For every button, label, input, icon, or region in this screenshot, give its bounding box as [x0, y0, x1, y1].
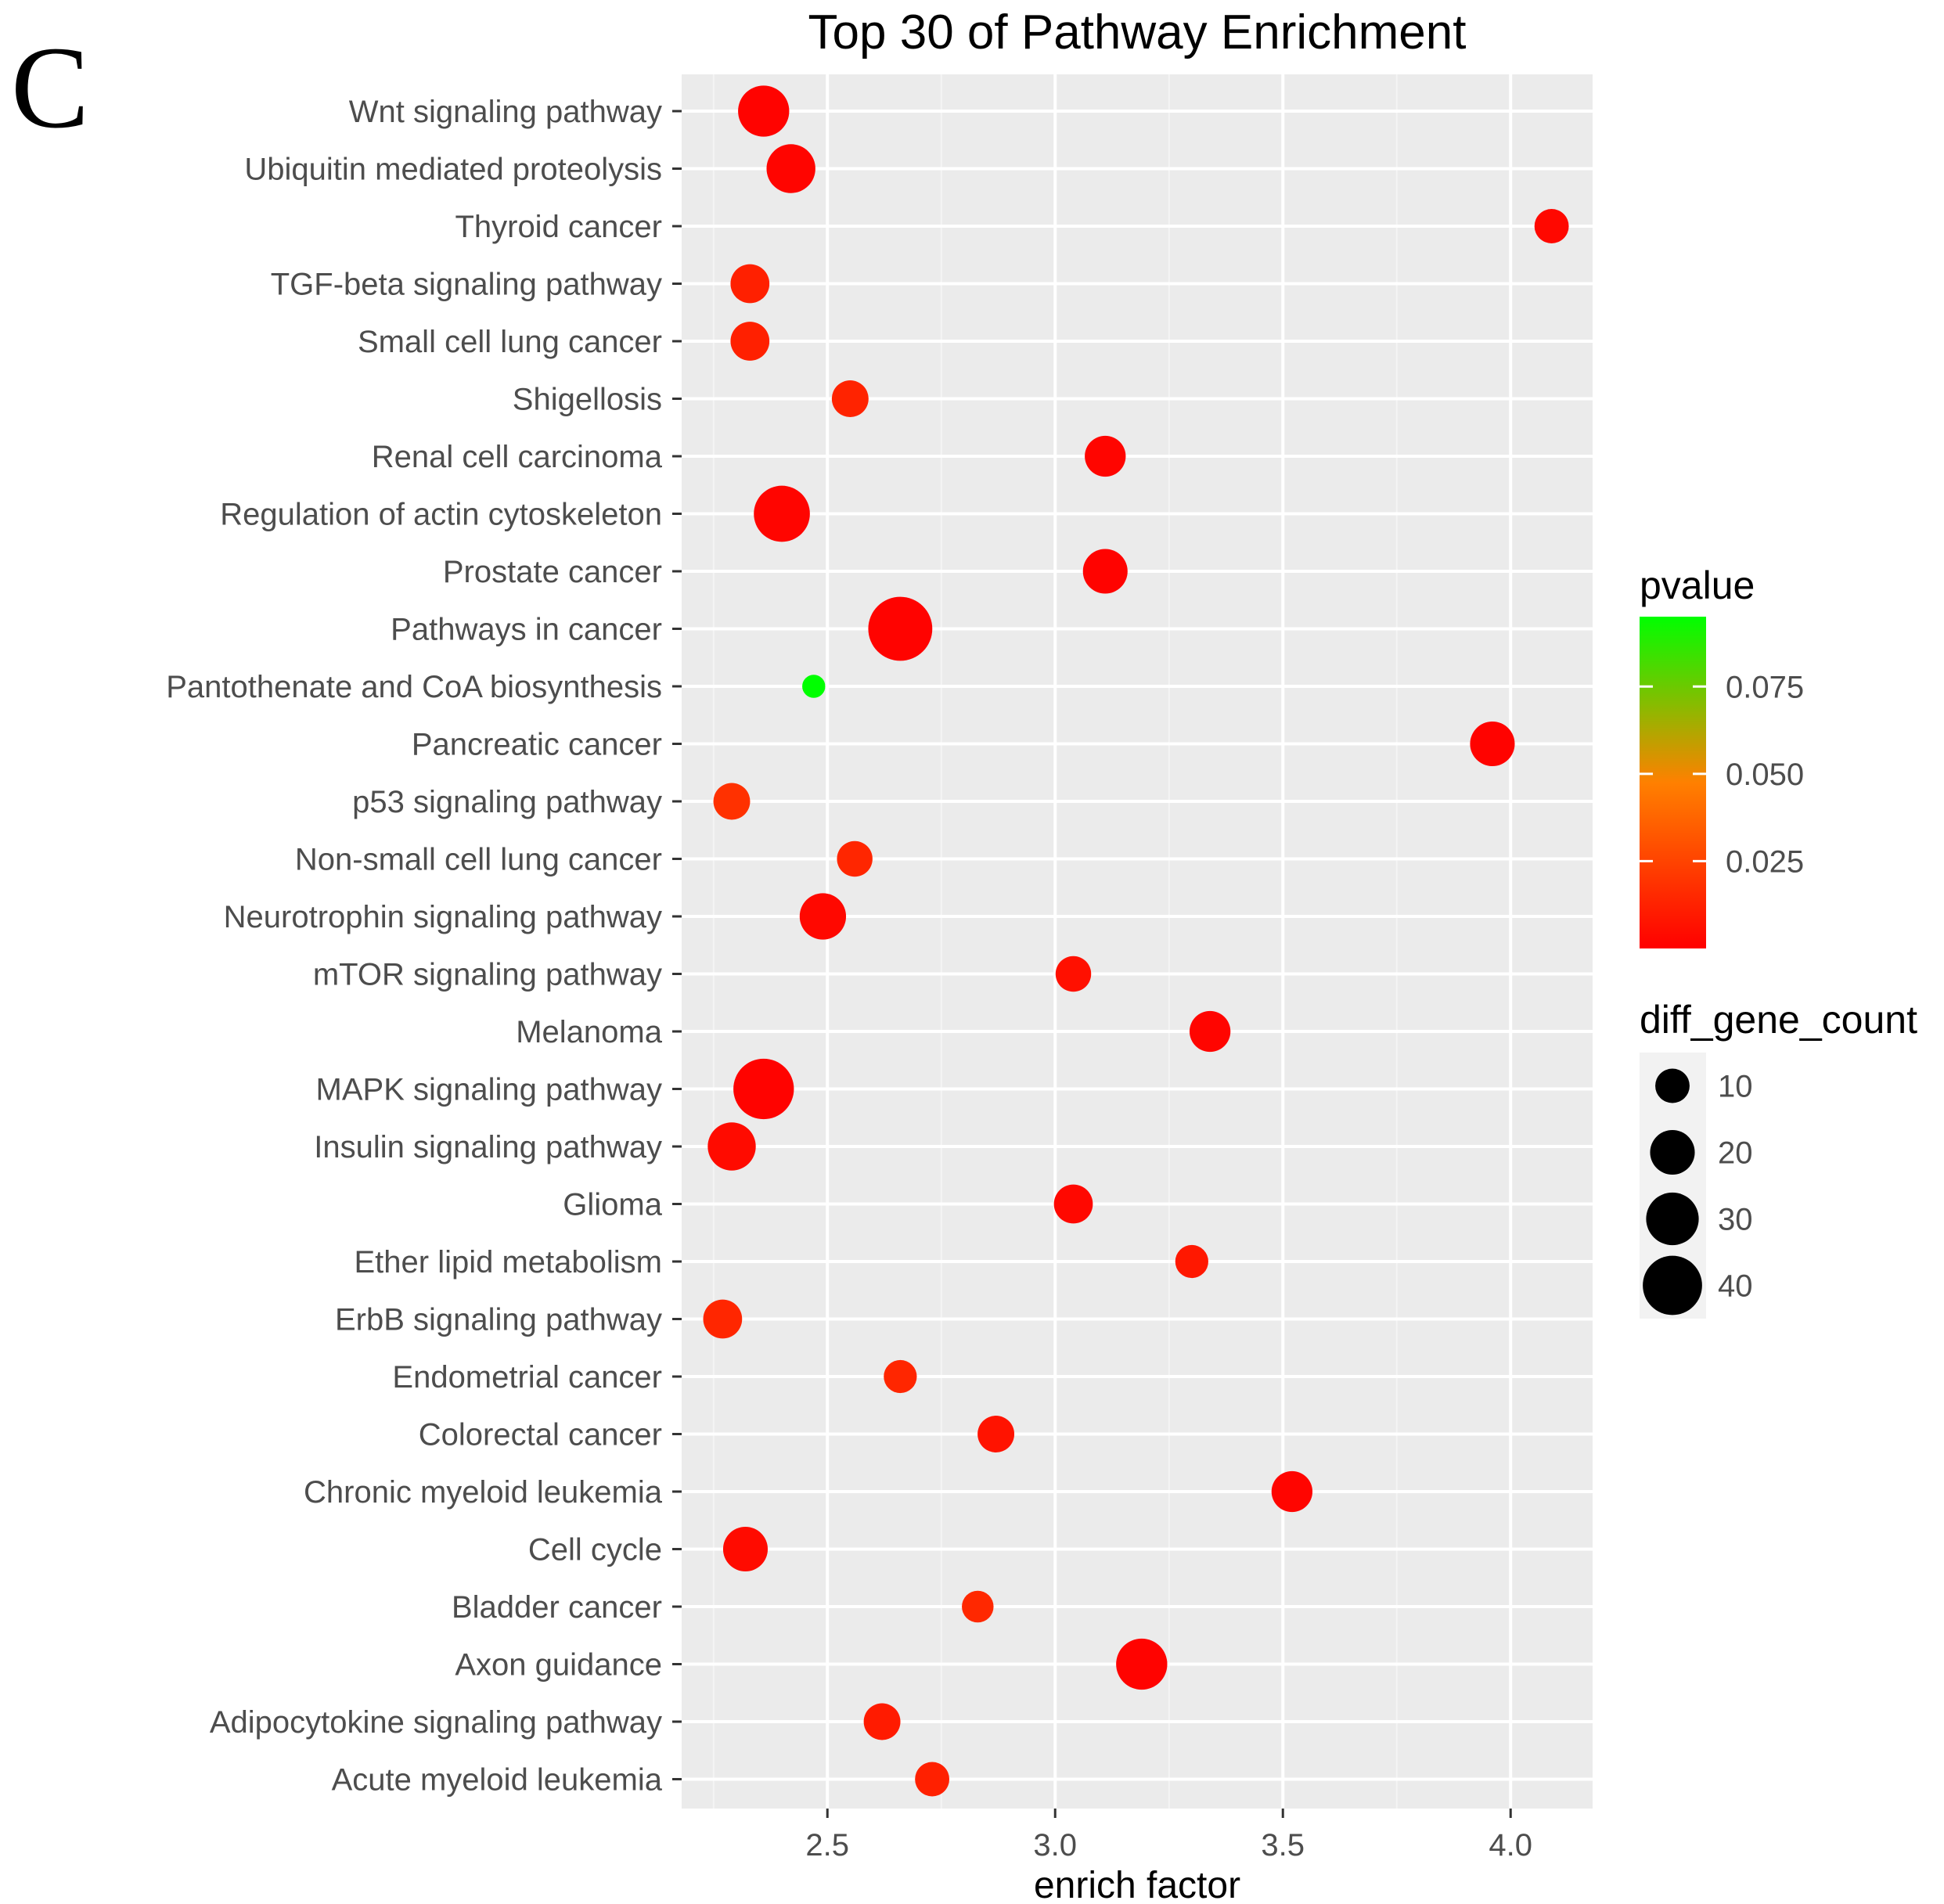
data-point — [977, 1416, 1015, 1452]
colorbar-tick-label: 0.050 — [1726, 758, 1804, 792]
grid-major-x — [826, 74, 1513, 1809]
y-tick-label: p53 signaling pathway — [352, 785, 662, 819]
grid-minor — [712, 74, 1398, 1809]
y-tick-label: Acute myeloid leukemia — [332, 1763, 663, 1798]
data-point — [863, 1703, 901, 1740]
y-tick-label: Chronic myeloid leukemia — [304, 1475, 663, 1510]
data-point — [1116, 1638, 1168, 1690]
data-point — [707, 1122, 756, 1171]
size-legend-dot — [1643, 1255, 1702, 1316]
size-legend-dot — [1655, 1068, 1690, 1103]
size-legend-title: diff_gene_count — [1640, 998, 1917, 1042]
data-point — [1534, 209, 1569, 243]
x-tick-label: 3.0 — [1033, 1828, 1077, 1863]
size-legend-label: 30 — [1718, 1203, 1753, 1237]
y-tick-label: Renal cell carcinoma — [372, 440, 663, 474]
data-point — [1055, 956, 1092, 992]
pvalue-legend: pvalue 0.025 0.050 0.075 — [1640, 563, 1804, 948]
colorbar-tick-label: 0.075 — [1726, 670, 1804, 704]
y-tick-label: Pathways in cancer — [391, 613, 662, 647]
data-point — [915, 1762, 950, 1797]
chart-title: Top 30 of Pathway Enrichment — [808, 5, 1467, 59]
y-tick-label: Shigellosis — [513, 383, 662, 417]
size-legend-items: 10 20 30 40 — [1643, 1068, 1753, 1316]
y-tick-label: Endometrial cancer — [392, 1360, 662, 1395]
y-tick-label: Melanoma — [516, 1015, 663, 1049]
plot-panel — [682, 74, 1593, 1809]
y-axis-labels: Wnt signaling pathway Ubiquitin mediated … — [166, 95, 663, 1798]
y-tick-label: Regulation of actin cytoskeleton — [220, 498, 662, 532]
data-point — [730, 264, 770, 304]
pvalue-colorbar-ticks: 0.025 0.050 0.075 — [1640, 670, 1804, 879]
size-legend: diff_gene_count 10 20 30 40 — [1640, 998, 1917, 1319]
y-tick-label: ErbB signaling pathway — [335, 1303, 662, 1337]
size-legend-label: 20 — [1718, 1136, 1753, 1171]
y-tick-label: Cell cycle — [528, 1533, 662, 1567]
data-point — [703, 1299, 743, 1339]
y-tick-label: Thyroid cancer — [455, 210, 662, 244]
data-point — [802, 675, 826, 698]
data-point — [730, 322, 770, 361]
data-point — [799, 893, 847, 940]
y-axis-ticks — [672, 110, 682, 1780]
y-tick-label: MAPK signaling pathway — [316, 1073, 662, 1107]
pvalue-colorbar — [1640, 617, 1706, 948]
y-tick-label: mTOR signaling pathway — [313, 958, 662, 992]
panel-label: C — [11, 23, 89, 153]
y-tick-label: Pantothenate and CoA biosynthesis — [166, 670, 662, 704]
data-point — [766, 144, 815, 193]
data-point — [868, 596, 933, 661]
data-point — [1082, 549, 1128, 594]
y-tick-label: Wnt signaling pathway — [349, 95, 662, 129]
data-points — [703, 85, 1569, 1797]
data-point — [837, 840, 873, 877]
y-tick-label: Colorectal cancer — [419, 1418, 662, 1452]
pvalue-legend-title: pvalue — [1640, 563, 1755, 607]
data-point — [713, 783, 751, 820]
y-tick-label: Ubiquitin mediated proteolysis — [244, 153, 662, 187]
data-point — [754, 485, 810, 542]
grid-major-y — [682, 110, 1593, 1781]
data-point — [1470, 721, 1515, 767]
y-tick-label: Ether lipid metabolism — [355, 1245, 663, 1280]
data-point — [1175, 1244, 1208, 1279]
colorbar-tick-label: 0.025 — [1726, 844, 1804, 879]
data-point — [1271, 1470, 1313, 1513]
x-tick-label: 3.5 — [1261, 1828, 1305, 1863]
data-point — [962, 1590, 994, 1623]
x-tick-label: 4.0 — [1489, 1828, 1532, 1863]
y-tick-label: Bladder cancer — [452, 1590, 662, 1625]
y-tick-label: Axon guidance — [455, 1648, 662, 1683]
x-axis-ticks — [826, 1809, 1512, 1818]
y-tick-label: Non-small cell lung cancer — [295, 843, 662, 877]
size-legend-label: 10 — [1718, 1070, 1753, 1104]
data-point — [722, 1526, 769, 1572]
data-point — [733, 1058, 794, 1120]
x-axis-title: enrich factor — [1034, 1865, 1240, 1904]
data-point — [738, 85, 790, 137]
y-tick-label: Glioma — [563, 1188, 662, 1222]
y-tick-label: Neurotrophin signaling pathway — [224, 900, 662, 934]
size-legend-label: 40 — [1718, 1269, 1753, 1304]
y-tick-label: Pancreatic cancer — [412, 728, 662, 762]
data-point — [1189, 1010, 1231, 1053]
data-point — [884, 1359, 917, 1394]
y-tick-label: Small cell lung cancer — [358, 325, 662, 359]
y-tick-label: Insulin signaling pathway — [314, 1130, 662, 1164]
data-point — [1053, 1184, 1093, 1224]
y-tick-label: TGF-beta signaling pathway — [271, 268, 662, 302]
size-legend-dot — [1650, 1129, 1695, 1175]
y-tick-label: Prostate cancer — [443, 555, 662, 589]
x-axis-labels: 2.5 3.0 3.5 4.0 — [805, 1828, 1532, 1863]
size-legend-dot — [1646, 1192, 1699, 1246]
data-point — [831, 380, 869, 417]
data-point — [1085, 435, 1126, 477]
y-tick-label: Adipocytokine signaling pathway — [210, 1705, 662, 1740]
x-tick-label: 2.5 — [805, 1828, 849, 1863]
